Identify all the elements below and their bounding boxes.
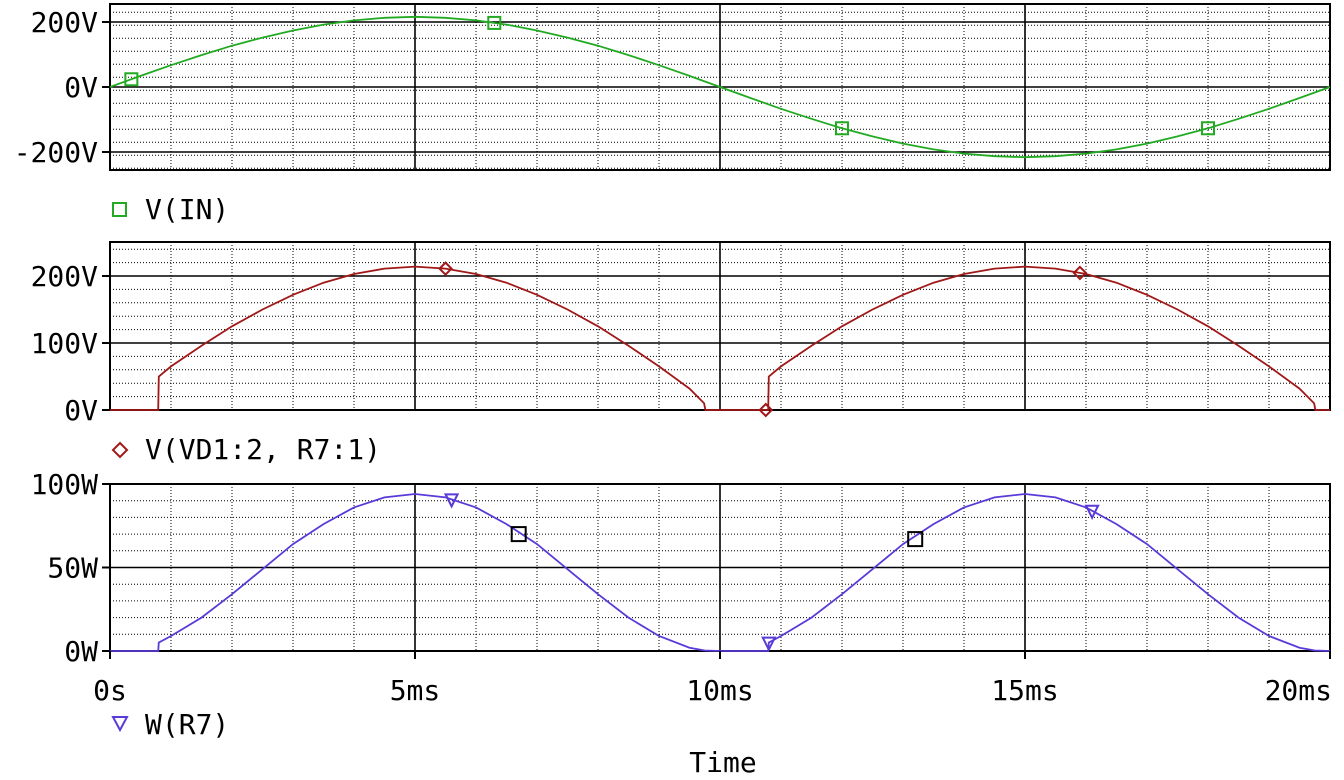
vin-y-axis-labels: 200V 0V -200V bbox=[14, 6, 98, 169]
vin-series-layer bbox=[109, 15, 1331, 159]
y-tick-label: 200V bbox=[31, 260, 99, 293]
x-axis-title: Time bbox=[689, 746, 756, 779]
square-marker bbox=[835, 121, 849, 136]
legend-square-marker bbox=[112, 202, 127, 217]
legend-vd1-label: V(VD1:2, R7:1) bbox=[145, 433, 381, 466]
legend-vd1: V(VD1:2, R7:1) bbox=[111, 433, 381, 466]
diamond-marker bbox=[1072, 265, 1088, 281]
y-tick-label: 100W bbox=[31, 468, 99, 501]
triangle-marker bbox=[1084, 504, 1100, 520]
wr7-panel-grid bbox=[102, 483, 1331, 652]
cursor-marker bbox=[510, 526, 527, 543]
x-tick-label: 0s bbox=[93, 674, 127, 707]
legend-vin: V(IN) bbox=[112, 193, 229, 226]
cursor-marker bbox=[907, 531, 924, 548]
wr7-y-axis-labels: 100W 50W 0W bbox=[31, 468, 99, 668]
vd1-y-axis-labels: 200V 100V 0V bbox=[31, 260, 99, 427]
triangle-marker bbox=[443, 493, 460, 509]
y-tick-label: 200V bbox=[31, 6, 99, 39]
square-marker bbox=[1201, 121, 1215, 136]
legend-wr7-label: W(R7) bbox=[145, 708, 229, 741]
x-tick-label: 20ms bbox=[1265, 674, 1332, 707]
x-tick-label: 10ms bbox=[686, 674, 753, 707]
x-tick-label: 15ms bbox=[991, 674, 1058, 707]
y-tick-label: -200V bbox=[14, 136, 98, 169]
vd1-panel-grid bbox=[102, 241, 1331, 411]
legend-triangle-marker bbox=[111, 716, 129, 733]
square-marker bbox=[487, 15, 502, 30]
vin-panel-grid bbox=[102, 3, 1331, 171]
series-line bbox=[110, 265, 1330, 411]
series-line bbox=[109, 15, 1331, 159]
legend-wr7: W(R7) bbox=[111, 708, 229, 741]
x-axis-labels: 0s 5ms 10ms 15ms 20ms bbox=[93, 651, 1332, 707]
triangle-marker bbox=[761, 636, 777, 652]
diamond-marker bbox=[758, 402, 774, 418]
x-tick-label: 5ms bbox=[390, 674, 441, 707]
y-tick-label: 100V bbox=[31, 327, 99, 360]
y-tick-label: 0W bbox=[64, 635, 98, 668]
y-tick-label: 50W bbox=[47, 552, 98, 585]
y-tick-label: 0V bbox=[64, 71, 98, 104]
y-tick-label: 0V bbox=[64, 394, 98, 427]
legend-vin-label: V(IN) bbox=[145, 193, 229, 226]
diamond-marker bbox=[438, 261, 453, 277]
legend-diamond-marker bbox=[111, 441, 129, 459]
square-marker bbox=[124, 72, 139, 87]
vd1-series-layer bbox=[110, 261, 1330, 418]
